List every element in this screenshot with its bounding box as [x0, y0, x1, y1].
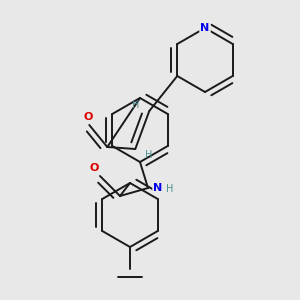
Text: H: H [132, 100, 139, 110]
Text: O: O [89, 163, 99, 173]
Text: H: H [145, 150, 152, 160]
Text: N: N [153, 183, 163, 193]
Text: N: N [200, 23, 210, 33]
Text: H: H [166, 184, 174, 194]
Text: O: O [84, 112, 93, 122]
